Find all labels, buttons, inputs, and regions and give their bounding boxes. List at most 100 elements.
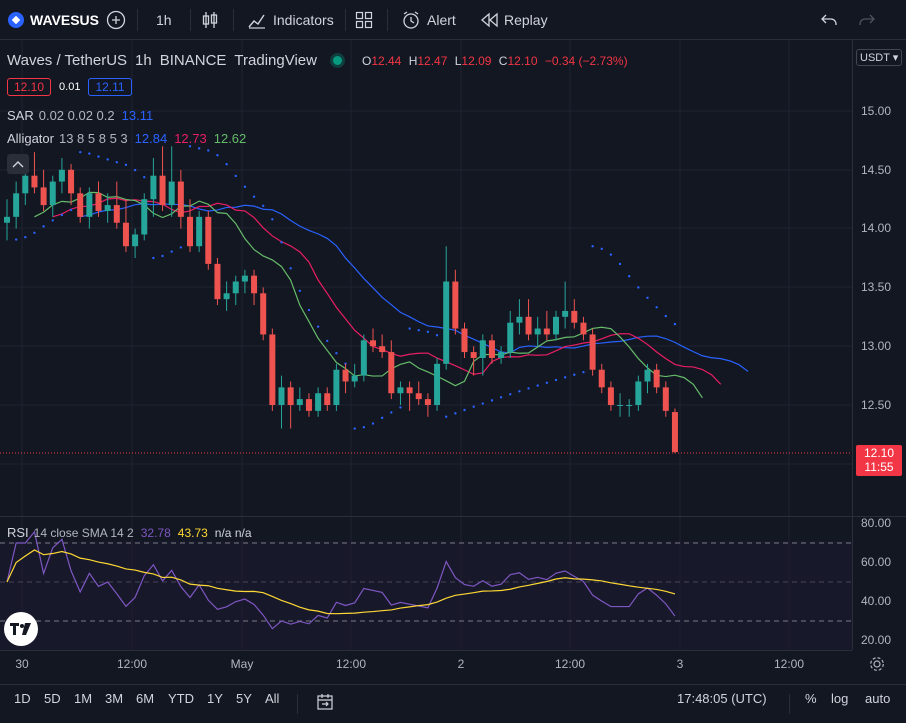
sar-dot <box>335 351 338 355</box>
sar-dot <box>271 218 274 221</box>
candle-body <box>333 369 340 405</box>
chart-type-button[interactable] <box>201 0 219 40</box>
auto-scale-toggle[interactable]: auto <box>865 691 891 706</box>
alert-button[interactable]: Alert <box>401 0 456 40</box>
candle-body <box>86 193 93 217</box>
sar-dot <box>545 381 549 384</box>
tradingview-logo[interactable] <box>4 612 38 646</box>
redo-button[interactable] <box>858 0 876 40</box>
buy-price-button[interactable]: 12.11 <box>88 78 132 96</box>
close-label: C <box>498 53 508 68</box>
sar-dot <box>289 267 292 270</box>
sar-params: 0.02 0.02 0.2 <box>38 108 115 123</box>
sar-dot <box>600 247 603 251</box>
sar-dot <box>197 147 201 150</box>
percent-scale-toggle[interactable]: % <box>805 691 817 706</box>
open-label: O <box>361 53 372 68</box>
symbol-legend: Waves / TetherUS 1h BINANCE TradingView … <box>7 52 628 69</box>
indicators-button[interactable]: Indicators <box>247 0 334 40</box>
price-label: 15.00 <box>861 104 892 118</box>
layout-button[interactable] <box>355 0 373 40</box>
candle-body <box>278 387 285 405</box>
sar-dot <box>554 378 558 382</box>
compare-add-button[interactable] <box>106 0 126 40</box>
sar-dot <box>417 329 420 332</box>
rsi-line <box>6 530 676 630</box>
range-5d-button[interactable]: 5D <box>44 691 61 706</box>
date-range-button[interactable] <box>316 693 334 714</box>
top-toolbar: WAVESUS 1h Indicators Alert Replay <box>0 0 906 40</box>
market-status-icon[interactable] <box>332 56 342 65</box>
rsi-legend[interactable]: RSI 14 close SMA 14 2 32.78 43.73 n/a n/… <box>7 525 252 540</box>
high-value: 12.47 <box>417 53 448 68</box>
alligator-params: 13 8 5 8 5 3 <box>58 131 128 146</box>
currency-button[interactable]: USDT ▾ <box>856 49 903 66</box>
sar-legend[interactable]: SAR 0.02 0.02 0.2 13.11 <box>7 108 153 123</box>
sar-dot <box>490 399 494 402</box>
candle-body <box>223 293 230 300</box>
range-3m-button[interactable]: 3M <box>105 691 124 706</box>
time-axis[interactable]: 30 12:00 May 12:00 2 12:00 3 12:00 <box>0 650 852 677</box>
open-value: 12.44 <box>371 53 402 68</box>
sell-price-button[interactable]: 12.10 <box>7 78 52 96</box>
replay-button[interactable]: Replay <box>480 0 548 40</box>
candle-body <box>424 399 431 405</box>
sar-dot <box>463 408 466 412</box>
change-value: −0.34 (−2.73%) <box>544 53 628 68</box>
price-axis[interactable]: USDT ▾ 15.00 14.50 14.00 13.50 13.00 12.… <box>852 40 906 650</box>
candle-body <box>644 369 651 382</box>
sar-dot <box>445 415 448 418</box>
candle-body <box>196 216 203 247</box>
candle-body <box>31 175 38 188</box>
time-label: 30 <box>15 657 29 671</box>
sar-dot <box>307 308 311 312</box>
log-scale-toggle[interactable]: log <box>831 691 849 706</box>
interval-button[interactable]: 1h <box>156 0 172 40</box>
legend-symbol-title[interactable]: Waves / TetherUS <box>7 52 128 69</box>
sar-dot <box>326 339 329 343</box>
range-1y-button[interactable]: 1Y <box>207 691 223 706</box>
chart-settings-button[interactable] <box>869 656 885 677</box>
utc-clock[interactable]: 17:48:05 (UTC) <box>677 691 767 706</box>
range-5y-button[interactable]: 5Y <box>236 691 252 706</box>
candle-body <box>589 334 596 370</box>
candle-body <box>315 393 322 411</box>
sar-dot <box>207 149 210 152</box>
sar-dot <box>216 154 219 157</box>
candle-body <box>141 199 148 235</box>
candle-body <box>122 222 129 247</box>
alligator-legend[interactable]: Alligator 13 8 5 8 5 3 12.84 12.73 12.62 <box>7 131 246 146</box>
rsi-axis-label: 80.00 <box>861 516 892 530</box>
spread-value: 0.01 <box>59 81 81 93</box>
range-ytd-button[interactable]: YTD <box>168 691 194 706</box>
candle-body <box>351 375 358 382</box>
candle-body <box>553 316 559 335</box>
pane-separator[interactable] <box>0 516 906 517</box>
sar-dot <box>628 275 631 278</box>
symbol-search-button[interactable]: WAVESUS <box>8 0 99 40</box>
candle-body <box>305 399 312 411</box>
range-all-button[interactable]: All <box>265 691 280 706</box>
bottom-toolbar: 1D 5D 1M 3M 6M YTD 1Y 5Y All 17:48:05 (U… <box>0 684 906 723</box>
alligator-name: Alligator <box>7 131 54 146</box>
scroll-up-button[interactable] <box>7 154 29 174</box>
candle-body <box>598 369 605 388</box>
symbol-logo-icon <box>8 12 24 28</box>
layout-grid-icon <box>355 11 373 29</box>
range-6m-button[interactable]: 6M <box>136 691 155 706</box>
range-1m-button[interactable]: 1M <box>74 691 93 706</box>
sar-dot <box>115 161 119 164</box>
candle-body <box>58 169 65 182</box>
range-1d-button[interactable]: 1D <box>14 691 31 706</box>
alligator-lips-value: 12.62 <box>213 131 247 146</box>
ohlc-values: O12.44 H12.47 L12.09 C12.10 −0.34 (−2.73… <box>362 54 628 68</box>
price-label: 13.00 <box>861 339 892 353</box>
undo-button[interactable] <box>820 0 838 40</box>
sar-dot <box>234 174 237 178</box>
time-label: 12:00 <box>335 657 367 671</box>
price-chart[interactable] <box>0 40 852 676</box>
close-value: 12.10 <box>507 53 538 68</box>
low-value: 12.09 <box>461 53 492 68</box>
sar-dot <box>42 225 45 228</box>
candle-body <box>342 369 349 382</box>
